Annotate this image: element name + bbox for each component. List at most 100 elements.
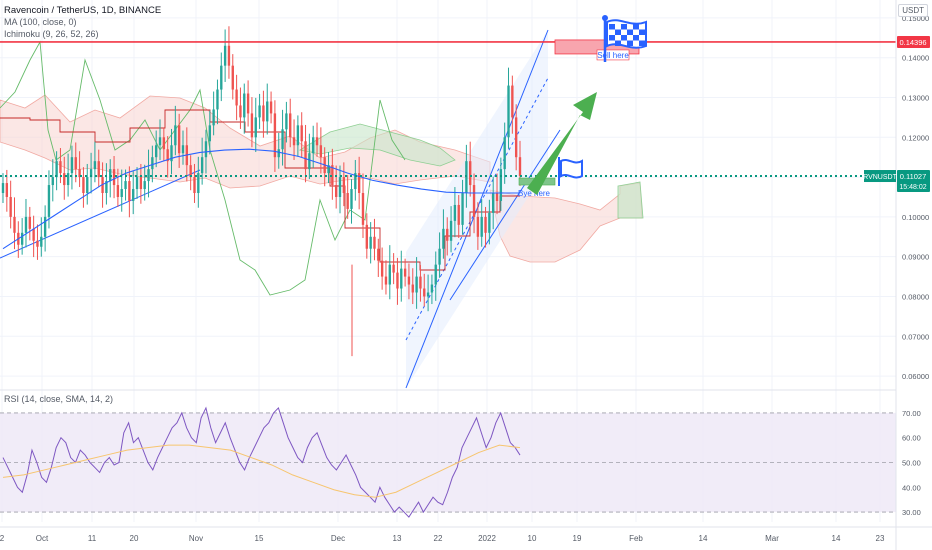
- time-tick-label: 14: [832, 534, 841, 543]
- finish-flag-check: [615, 40, 621, 46]
- candle-body: [59, 161, 62, 174]
- finish-flag-check: [639, 40, 645, 46]
- candle-body: [116, 185, 120, 197]
- price-tick-label: 0.08000: [902, 292, 929, 301]
- candle-body: [285, 113, 288, 130]
- candle-body: [66, 173, 70, 186]
- candle-body: [380, 260, 384, 277]
- price-scale-bg: [896, 0, 932, 550]
- candle-body: [392, 264, 395, 273]
- candle-body: [342, 177, 346, 194]
- candle-body: [488, 212, 491, 233]
- ichimoku-legend: Ichimoku (9, 26, 52, 26): [4, 29, 99, 39]
- candle-body: [235, 89, 238, 106]
- candle-body: [258, 105, 261, 118]
- finish-flag-check: [627, 29, 633, 35]
- finish-flag-check: [615, 29, 621, 35]
- finish-flag-knob: [602, 15, 608, 21]
- candle-body: [239, 105, 242, 118]
- ma-legend: MA (100, close, 0): [4, 17, 77, 27]
- candle-body: [503, 137, 506, 170]
- buy-label: Bye here: [518, 189, 551, 198]
- candle-body: [28, 216, 31, 229]
- candle-body: [89, 169, 93, 178]
- candle-body: [223, 45, 227, 66]
- candle-body: [266, 101, 269, 122]
- time-tick-label: 2: [0, 534, 5, 543]
- candle-body: [442, 228, 445, 249]
- channel-mid: [405, 77, 549, 341]
- candle-body: [403, 268, 407, 277]
- candle-body: [181, 145, 185, 154]
- candle-body: [162, 137, 166, 150]
- time-tick-label: 11: [88, 534, 97, 543]
- candle-body: [112, 169, 116, 186]
- ma-100-line: [2, 148, 520, 250]
- price-tick-label: 0.12000: [902, 133, 929, 142]
- candle-body: [105, 181, 108, 194]
- candle-body: [47, 185, 51, 217]
- finish-flag-check: [609, 24, 615, 30]
- ichimoku-lines: [0, 40, 520, 296]
- rsi-pane: [0, 389, 932, 518]
- candle-body: [369, 236, 372, 249]
- candle-body: [430, 284, 434, 293]
- candle-body: [334, 185, 338, 197]
- candle-body: [438, 248, 441, 265]
- candle-body: [319, 145, 323, 158]
- currency-label[interactable]: USDT: [898, 4, 928, 17]
- candle-body: [423, 288, 426, 297]
- candle-body: [132, 189, 135, 201]
- last-price-badge-label: 0.11027: [900, 172, 927, 181]
- candle-body: [262, 105, 265, 122]
- candle-body: [495, 193, 499, 201]
- finish-flag-check: [609, 35, 615, 41]
- price-tick-label: 0.06000: [902, 372, 929, 381]
- candle-body: [254, 117, 257, 138]
- rsi-line: [2, 406, 521, 518]
- candle-body: [273, 113, 277, 158]
- candle-body: [82, 177, 85, 194]
- candle-body: [365, 224, 369, 249]
- finish-flag-check: [627, 40, 633, 46]
- candle-body: [51, 177, 54, 186]
- candle-body: [32, 228, 35, 241]
- candle-body: [74, 157, 77, 170]
- candle-body: [170, 145, 173, 162]
- candle-body: [43, 216, 47, 237]
- time-tick-label: Oct: [36, 534, 49, 543]
- candle-body: [250, 113, 254, 138]
- candle-body: [158, 137, 162, 146]
- candle-body: [70, 157, 74, 174]
- time-tick-label: 22: [434, 534, 443, 543]
- candle-body: [453, 204, 457, 221]
- candle-body: [86, 177, 89, 194]
- sell-label-box: [596, 49, 630, 61]
- candle-body: [128, 181, 131, 201]
- time-tick-label: 23: [876, 534, 885, 543]
- candle-body: [243, 93, 246, 118]
- candle-body: [472, 185, 476, 217]
- time-tick-label: Mar: [765, 534, 779, 543]
- rsi-tick-label: 60.00: [902, 434, 921, 443]
- candle-body: [300, 125, 303, 142]
- candle-body: [24, 216, 28, 233]
- candle-body: [484, 216, 487, 233]
- candle-body: [227, 45, 231, 66]
- up-arrow: [527, 92, 597, 195]
- candle-body: [63, 173, 66, 186]
- time-tick-label: Dec: [331, 534, 345, 543]
- candle-body: [154, 145, 158, 158]
- time-tick-label: 14: [699, 534, 708, 543]
- candle-body: [40, 236, 43, 247]
- time-tick-label: 13: [393, 534, 402, 543]
- cloud-bullish-future: [617, 181, 644, 219]
- candle-body: [5, 183, 9, 197]
- rsi-tick-label: 70.00: [902, 409, 921, 418]
- start-flag: [560, 159, 583, 179]
- candle-body: [426, 292, 430, 297]
- candle-body: [277, 149, 280, 158]
- finish-flag-check: [633, 35, 639, 41]
- base-line: [0, 109, 520, 271]
